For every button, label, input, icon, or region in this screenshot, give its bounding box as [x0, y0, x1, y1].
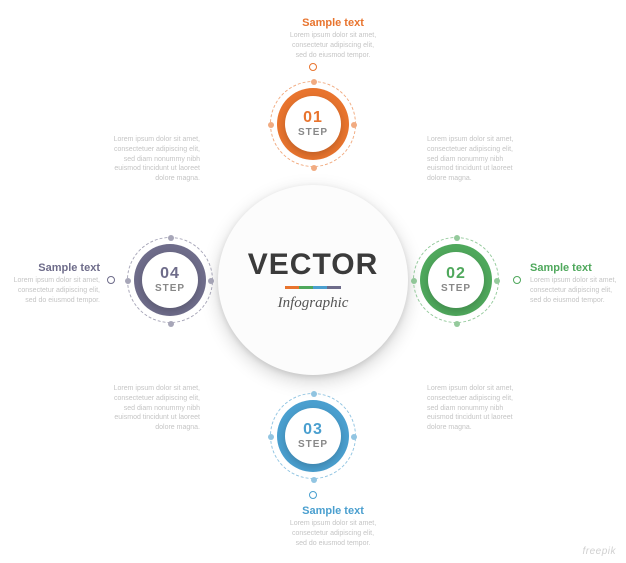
dash-dot — [351, 434, 357, 440]
center-circle: VECTOR Infographic — [218, 185, 408, 375]
dash-dot — [454, 321, 460, 327]
diagonal-text-body: Lorem ipsum dolor sit amet, consectetuer… — [427, 384, 547, 433]
diagonal-text-block: Lorem ipsum dolor sit amet, consectetuer… — [80, 135, 200, 184]
dash-dot — [208, 278, 214, 284]
step-word: STEP — [298, 127, 328, 138]
leader-marker — [513, 276, 521, 284]
step-label-body: Lorem ipsum dolor sit amet, consectetur … — [283, 31, 383, 60]
step-node-04: 04STEP — [134, 244, 206, 316]
step-node-01: 01STEP — [277, 88, 349, 160]
step-label-body: Lorem ipsum dolor sit amet, consectetur … — [530, 276, 620, 305]
diagonal-text-body: Lorem ipsum dolor sit amet, consectetuer… — [80, 135, 200, 184]
dash-dot — [411, 278, 417, 284]
diagonal-text-block: Lorem ipsum dolor sit amet, consectetuer… — [80, 384, 200, 433]
dash-dot — [268, 434, 274, 440]
dash-dot — [168, 321, 174, 327]
dash-dot — [454, 235, 460, 241]
step-number: 04 — [160, 266, 180, 282]
diagonal-text-block: Lorem ipsum dolor sit amet, consectetuer… — [427, 135, 547, 184]
diagonal-text-body: Lorem ipsum dolor sit amet, consectetuer… — [427, 135, 547, 184]
step-word: STEP — [298, 439, 328, 450]
diagonal-text-block: Lorem ipsum dolor sit amet, consectetuer… — [427, 384, 547, 433]
leader-marker — [309, 491, 317, 499]
dash-dot — [311, 391, 317, 397]
dash-dot — [311, 165, 317, 171]
step-label-block: Sample text Lorem ipsum dolor sit amet, c… — [530, 262, 620, 305]
step-label-body: Lorem ipsum dolor sit amet, consectetur … — [10, 276, 100, 305]
dash-dot — [351, 122, 357, 128]
step-number: 03 — [303, 422, 323, 438]
step-inner-disc: 02STEP — [428, 252, 484, 308]
leader-marker — [107, 276, 115, 284]
center-underline — [285, 286, 341, 289]
step-label-title: Sample text — [10, 262, 100, 274]
diagonal-text-body: Lorem ipsum dolor sit amet, consectetuer… — [80, 384, 200, 433]
step-label-block: Sample text Lorem ipsum dolor sit amet, c… — [283, 505, 383, 548]
watermark: freepik — [582, 546, 616, 557]
step-word: STEP — [155, 283, 185, 294]
step-number: 01 — [303, 110, 323, 126]
infographic-canvas: VECTOR Infographic 01STEPSample textLore… — [0, 0, 626, 563]
center-title: VECTOR — [248, 248, 378, 282]
leader-marker — [309, 63, 317, 71]
dash-dot — [125, 278, 131, 284]
step-label-block: Sample text Lorem ipsum dolor sit amet, c… — [283, 17, 383, 60]
step-number: 02 — [446, 266, 466, 282]
step-node-02: 02STEP — [420, 244, 492, 316]
step-inner-disc: 03STEP — [285, 408, 341, 464]
step-word: STEP — [441, 283, 471, 294]
dash-dot — [494, 278, 500, 284]
center-subtitle: Infographic — [278, 295, 349, 312]
step-node-03: 03STEP — [277, 400, 349, 472]
step-inner-disc: 01STEP — [285, 96, 341, 152]
step-label-title: Sample text — [283, 505, 383, 517]
dash-dot — [268, 122, 274, 128]
step-label-title: Sample text — [530, 262, 620, 274]
dash-dot — [311, 477, 317, 483]
dash-dot — [168, 235, 174, 241]
step-label-title: Sample text — [283, 17, 383, 29]
step-label-block: Sample text Lorem ipsum dolor sit amet, c… — [10, 262, 100, 305]
step-inner-disc: 04STEP — [142, 252, 198, 308]
dash-dot — [311, 79, 317, 85]
step-label-body: Lorem ipsum dolor sit amet, consectetur … — [283, 519, 383, 548]
